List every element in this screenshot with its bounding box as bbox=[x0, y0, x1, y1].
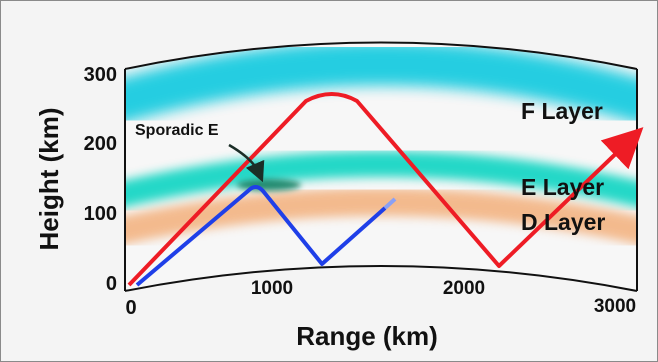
x-tick-1000: 1000 bbox=[251, 278, 293, 299]
e-layer-band bbox=[125, 151, 637, 210]
y-tick-300: 300 bbox=[84, 64, 117, 86]
blue-path bbox=[135, 185, 387, 287]
f-layer-label: F Layer bbox=[521, 98, 603, 124]
plot-bottom-arc bbox=[124, 265, 638, 292]
plot-top-arc bbox=[124, 41, 638, 70]
blue-path-fade bbox=[383, 197, 397, 210]
e-layer-label: E Layer bbox=[521, 174, 604, 200]
y-tick-0: 0 bbox=[106, 273, 117, 295]
f-layer-band bbox=[125, 42, 637, 126]
x-tick-0: 0 bbox=[125, 297, 136, 319]
sporadic-e-label: Sporadic E bbox=[135, 122, 219, 139]
y-tick-200: 200 bbox=[84, 133, 117, 155]
x-axis-title: Range (km) bbox=[296, 321, 438, 351]
x-tick-3000: 3000 bbox=[594, 296, 636, 317]
red-path bbox=[127, 92, 644, 287]
y-axis-title: Height (km) bbox=[34, 108, 64, 251]
sporadic-e-arrow bbox=[228, 143, 265, 183]
y-tick-100: 100 bbox=[84, 203, 117, 225]
d-layer-band bbox=[125, 188, 637, 247]
d-layer-label: D Layer bbox=[521, 209, 605, 235]
sporadic-e-patch bbox=[237, 179, 301, 191]
x-tick-2000: 2000 bbox=[443, 278, 485, 299]
